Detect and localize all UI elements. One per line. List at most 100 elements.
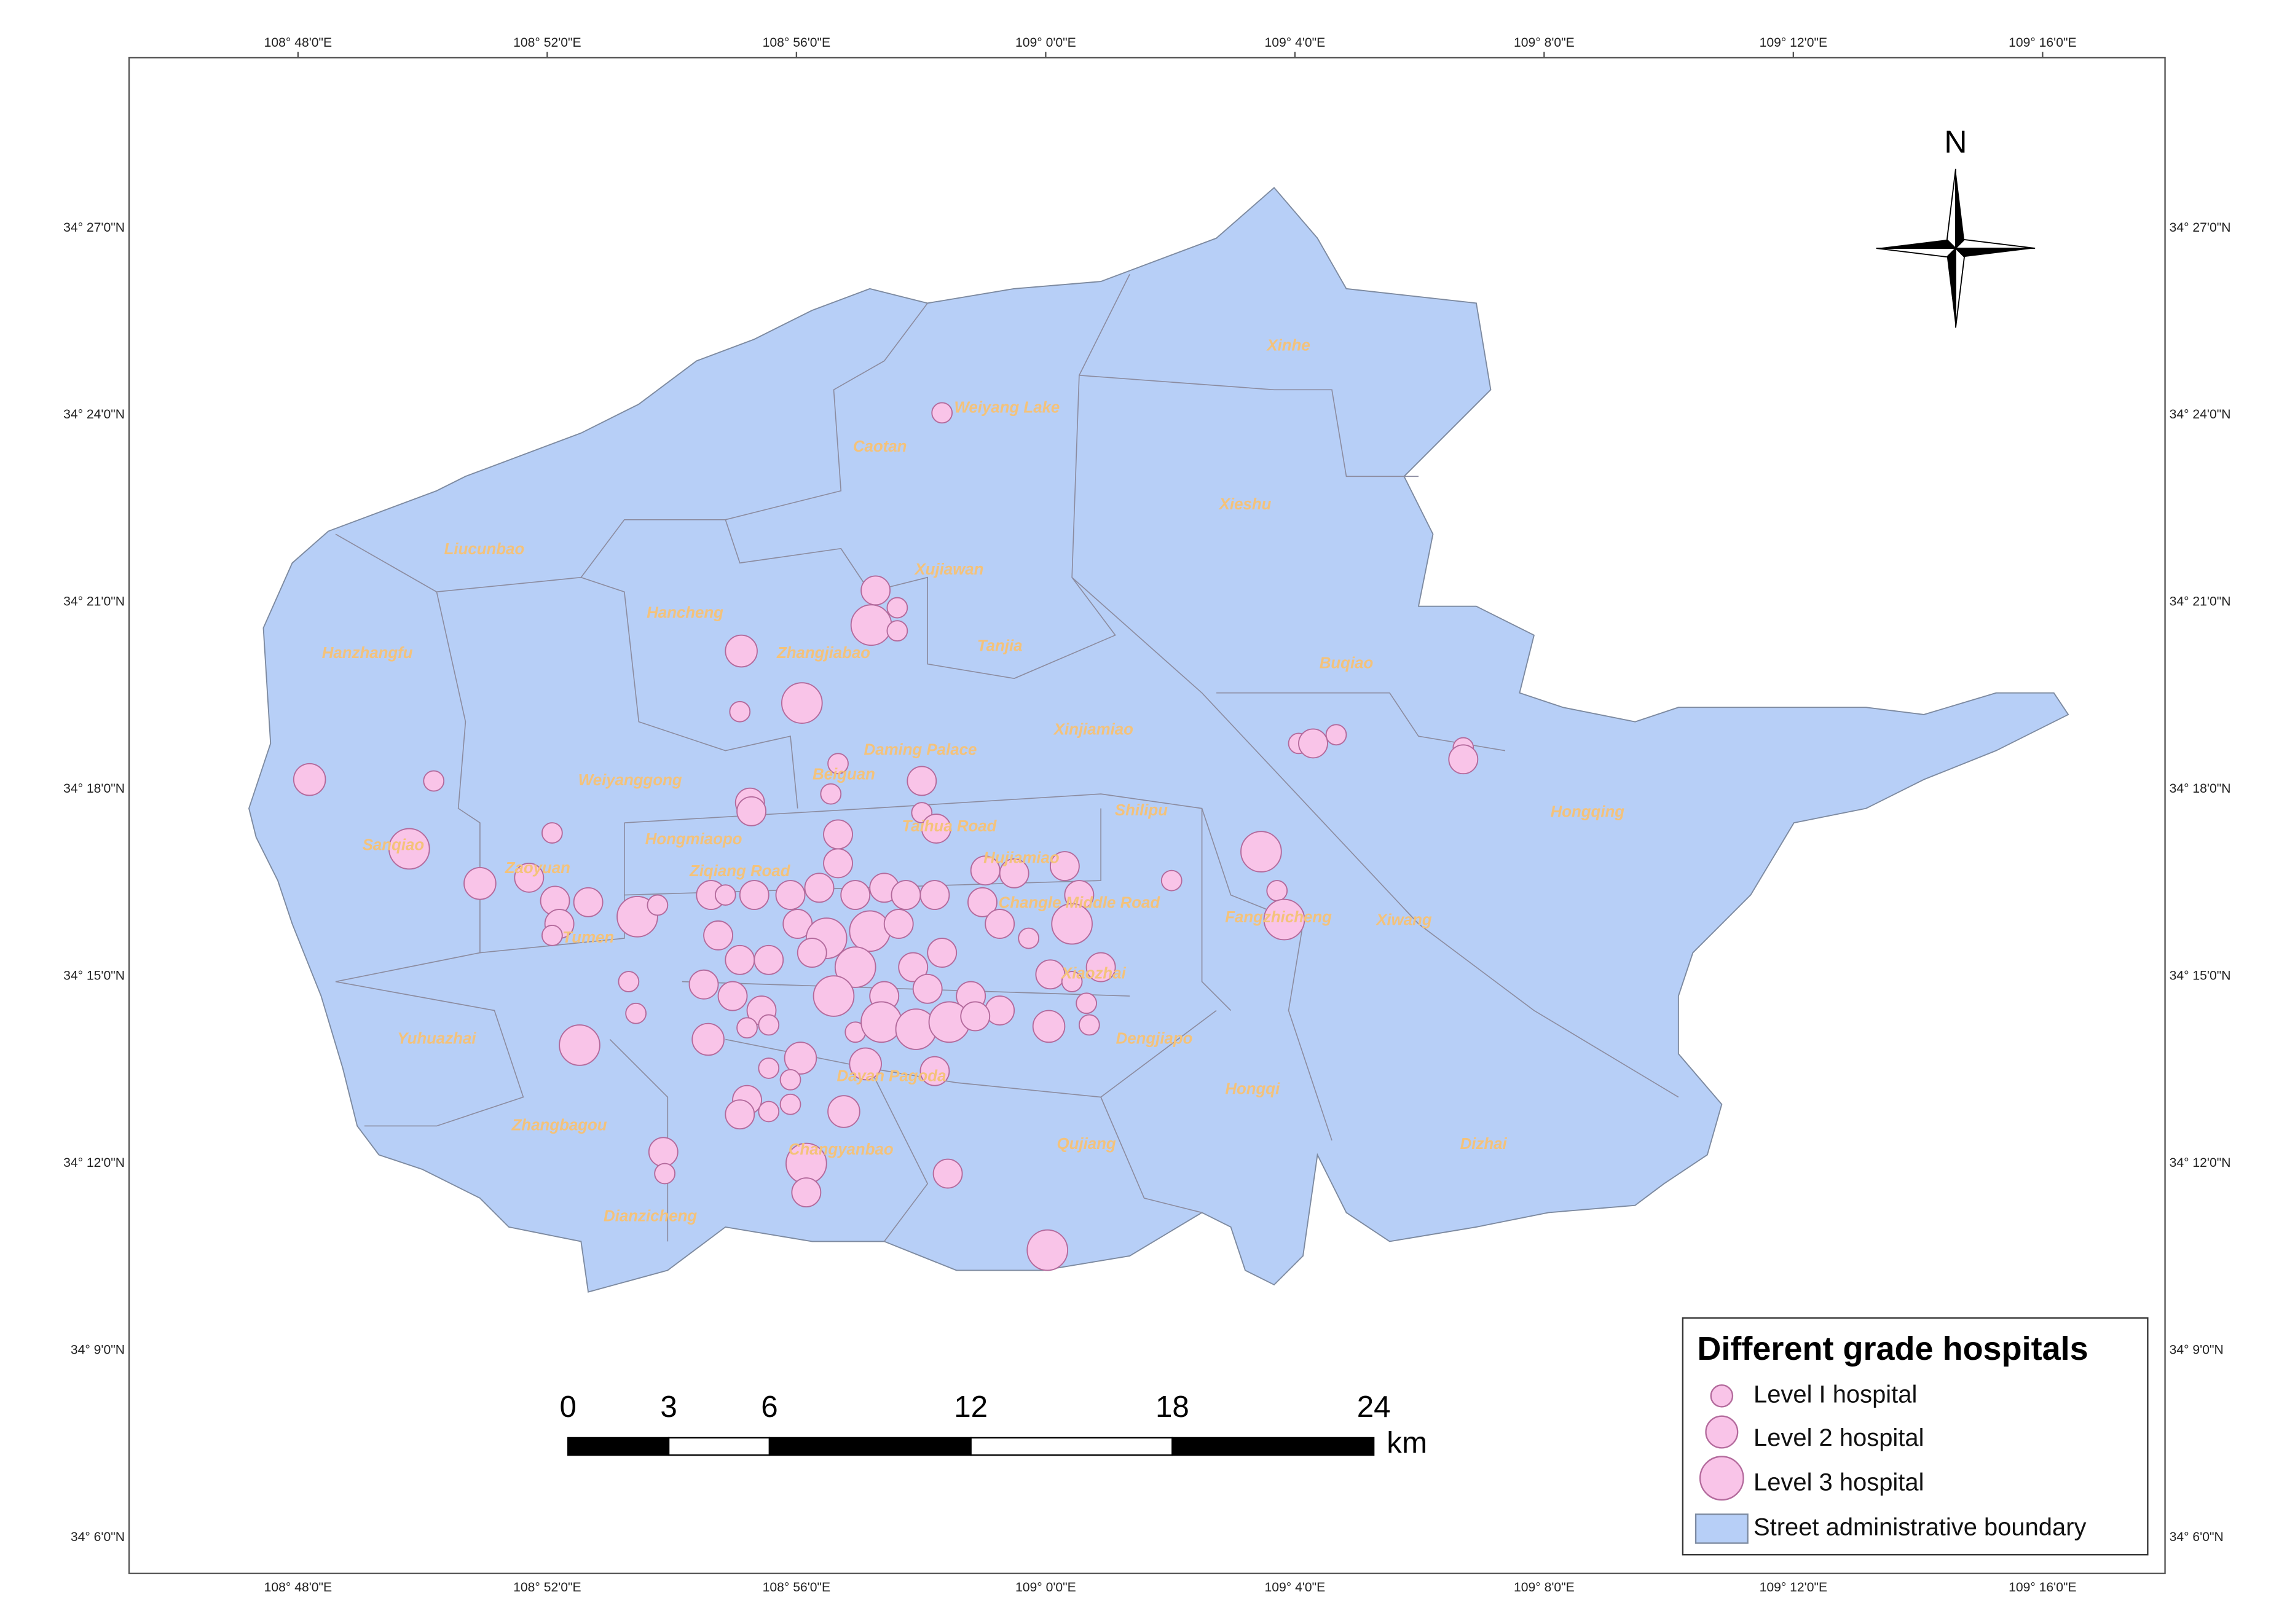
district-label: Xiwang (1375, 912, 1432, 929)
scale-label: 24 (1357, 1390, 1391, 1424)
hospital (388, 828, 430, 870)
hospital (1448, 744, 1479, 775)
hospital (1051, 903, 1093, 945)
hospital (840, 880, 871, 911)
hospital (898, 952, 929, 983)
legend-symbol (1694, 1513, 1749, 1544)
x-coord-label: 108° 48'0"E (264, 1580, 332, 1595)
y-coord-label: 34° 12'0"N (2170, 1156, 2231, 1170)
district-label: Changyanbao (789, 1141, 894, 1158)
district-label: Fangzhicheng (1225, 909, 1332, 926)
district-label: Hanzhangfu (322, 645, 413, 662)
district-label: Buqiao (1320, 655, 1374, 672)
hospital (775, 880, 806, 911)
hospital (717, 981, 748, 1011)
hospital (729, 700, 751, 723)
y-coord-label: 34° 18'0"N (2170, 782, 2231, 796)
hospital (559, 1024, 600, 1066)
district-label: Daming Palace (864, 741, 977, 758)
x-coord-label: 109° 8'0"E (1514, 1580, 1575, 1595)
hospital (541, 924, 563, 946)
x-coord-label: 109° 4'0"E (1265, 1580, 1326, 1595)
scale-segment (667, 1437, 771, 1456)
hospital (573, 887, 604, 917)
scale-segment (768, 1437, 972, 1456)
scale-label: 6 (761, 1390, 777, 1424)
hospital (725, 944, 755, 975)
legend: Different grade hospitals Level I hospit… (1682, 1317, 2149, 1556)
district-label: Dengjiapo (1116, 1030, 1193, 1047)
x-coord-label: 109° 12'0"E (1760, 36, 1827, 50)
hospitals (293, 402, 1479, 1271)
north-label: N (1944, 124, 1967, 160)
hospital (618, 971, 640, 992)
hospital (834, 946, 876, 988)
y-coord-label: 34° 21'0"N (63, 595, 125, 609)
hospital (1026, 1229, 1069, 1271)
hospital (860, 1001, 902, 1043)
legend-symbol (1705, 1415, 1739, 1449)
hospital (625, 1002, 647, 1024)
hospital (739, 880, 769, 911)
x-coord-label: 108° 52'0"E (513, 36, 581, 50)
x-coord-label: 108° 52'0"E (513, 1580, 581, 1595)
hospital (781, 682, 823, 724)
hospital (1078, 1014, 1100, 1036)
hospital (891, 880, 921, 911)
hospital (736, 1017, 758, 1039)
district-label: Tanjia (977, 637, 1023, 654)
north-arrow (1876, 168, 2036, 328)
hospital (813, 975, 855, 1017)
hospital (820, 783, 842, 805)
hospital (714, 884, 736, 906)
district-label: Zaoyuan (505, 860, 570, 877)
district-label: Hancheng (647, 604, 723, 621)
city-boundary (248, 187, 2069, 1293)
hospital (779, 1069, 801, 1091)
scale-label: 18 (1155, 1390, 1189, 1424)
y-coord-label: 34° 6'0"N (71, 1530, 125, 1544)
district-label: Xinhe (1265, 337, 1310, 355)
hospital (823, 819, 853, 850)
hospital (931, 402, 953, 424)
scale-segment (970, 1437, 1173, 1456)
district-label: Dianzicheng (604, 1207, 697, 1225)
x-coord-label: 108° 56'0"E (763, 36, 830, 50)
hospital (1240, 831, 1282, 873)
hospital (1085, 952, 1116, 983)
hospital (293, 763, 326, 796)
hospital (648, 1137, 679, 1167)
legend-label: Level I hospital (1753, 1381, 1917, 1408)
hospital (850, 604, 892, 646)
hospital (883, 909, 914, 939)
hospital (423, 770, 445, 792)
district-label: Xinjiamiao (1053, 721, 1133, 739)
hospital (541, 822, 563, 844)
hospital (907, 766, 937, 796)
y-coord-label: 34° 9'0"N (2170, 1343, 2224, 1357)
district-label: Zhangbagou (511, 1116, 607, 1134)
hospital (1160, 869, 1183, 892)
district-label: Changle Middle Road (999, 895, 1161, 912)
x-coord-label: 109° 8'0"E (1514, 36, 1575, 50)
x-coord-label: 109° 0'0"E (1015, 36, 1076, 50)
legend-box (1682, 1317, 2149, 1556)
scale-label: 12 (954, 1390, 988, 1424)
district-label: Yuhuazhai (397, 1030, 476, 1047)
hospital (827, 753, 849, 775)
hospital (691, 1022, 725, 1056)
district-label: Shilipu (1115, 802, 1168, 819)
district-label: Xiaozhai (1060, 965, 1127, 983)
district-label: Weiyang Lake (954, 399, 1060, 417)
hospital (725, 1099, 755, 1130)
hospital (754, 944, 784, 975)
hospital (823, 848, 853, 879)
hospital (960, 1001, 991, 1032)
y-coord-label: 34° 9'0"N (71, 1343, 125, 1357)
legend-title: Different grade hospitals (1697, 1330, 2088, 1367)
hospital (779, 1093, 801, 1115)
hospital (849, 1047, 882, 1081)
district-label: Caotan (853, 438, 907, 455)
hospital (886, 597, 908, 619)
